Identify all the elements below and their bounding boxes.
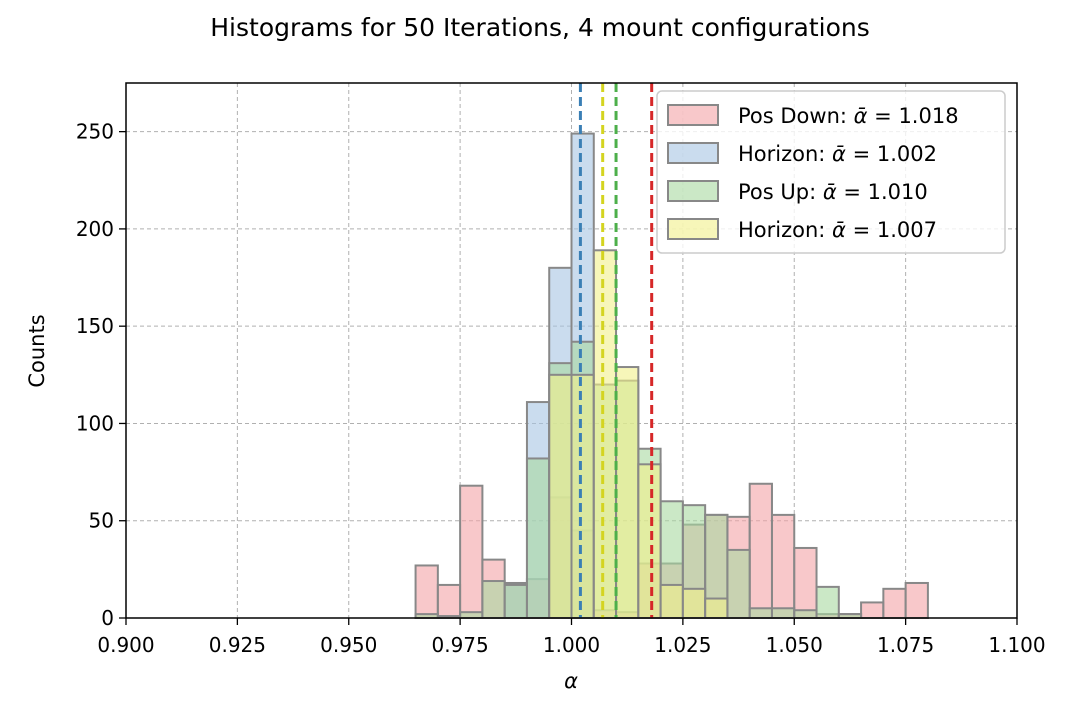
histogram-bar: [770, 607, 796, 619]
x-tick-label: 1.100: [988, 633, 1045, 657]
legend-value: 1.018: [898, 104, 958, 128]
histogram-bar: [815, 585, 840, 620]
legend-entry: Horizon: ᾱ = 1.007: [738, 218, 937, 242]
histogram-bar: [414, 564, 439, 619]
histogram-bar: [436, 583, 462, 619]
legend-prefix: Horizon:: [738, 142, 832, 166]
histogram-bar: [615, 366, 640, 620]
histogram-bar: [726, 548, 751, 620]
histogram-bar: [748, 607, 773, 619]
histogram-bar: [637, 463, 662, 619]
histogram-bar: [592, 249, 618, 620]
legend: Pos Down: ᾱ = 1.018 Horizon: ᾱ = 1.002 Pos…: [656, 90, 1006, 254]
legend-equals: =: [837, 180, 868, 204]
histogram-bar: [704, 597, 729, 620]
legend-swatch: [667, 104, 719, 126]
histogram-bar: [459, 484, 484, 619]
histogram-bar: [860, 601, 885, 619]
histogram-bar: [904, 581, 929, 619]
y-tick-label: 150: [76, 314, 114, 338]
x-tick-label: 0.950: [320, 633, 377, 657]
legend-prefix: Pos Up:: [738, 180, 823, 204]
legend-entry: Pos Up: ᾱ = 1.010: [738, 180, 928, 204]
legend-swatch: [667, 142, 719, 164]
legend-value: 1.007: [877, 218, 937, 242]
mean-lines: [578, 83, 654, 618]
y-tick-label: 250: [76, 120, 114, 144]
legend-swatch: [667, 180, 719, 202]
histogram-bar: [882, 587, 907, 619]
legend-alpha-bar: ᾱ: [854, 104, 868, 128]
y-tick-label: 50: [89, 509, 114, 533]
histogram-bar: [659, 583, 684, 619]
histogram-bar: [525, 457, 551, 619]
legend-prefix: Horizon:: [738, 218, 832, 242]
x-tick-label: 1.075: [877, 633, 934, 657]
legend-swatch: [667, 218, 719, 240]
histogram-bar: [481, 580, 506, 620]
y-axis-ticks: 0 50 100 150 200 250: [76, 120, 126, 630]
x-tick-label: 1.000: [543, 633, 600, 657]
x-tick-label: 0.925: [209, 633, 266, 657]
legend-value: 1.010: [868, 180, 928, 204]
histogram-bar: [548, 373, 573, 619]
histogram-bar: [459, 611, 484, 619]
histogram-bar: [793, 609, 818, 620]
legend-entry: Pos Down: ᾱ = 1.018: [738, 104, 959, 128]
histogram-bar: [570, 373, 595, 619]
legend-alpha-bar: ᾱ: [832, 142, 846, 166]
legend-entry: Horizon: ᾱ = 1.002: [738, 142, 937, 166]
legend-value: 1.002: [877, 142, 937, 166]
x-tick-label: 1.025: [654, 633, 711, 657]
x-axis-label: α: [564, 669, 578, 693]
y-tick-label: 200: [76, 217, 114, 241]
histogram-bar: [503, 583, 528, 619]
histogram-bar: [793, 546, 818, 619]
legend-alpha-bar: ᾱ: [832, 218, 846, 242]
legend-equals: =: [867, 104, 898, 128]
y-tick-label: 0: [101, 606, 114, 630]
x-tick-label: 0.975: [431, 633, 488, 657]
x-tick-label: 1.050: [766, 633, 823, 657]
histogram-bars: [414, 132, 929, 620]
y-axis-label: Counts: [25, 314, 49, 387]
legend-equals: =: [846, 218, 877, 242]
legend-alpha-bar: ᾱ: [823, 180, 837, 204]
legend-equals: =: [846, 142, 877, 166]
chart-title: Histograms for 50 Iterations, 4 mount co…: [210, 13, 870, 42]
legend-box: [656, 90, 1006, 254]
histogram-bar: [770, 513, 796, 620]
legend-prefix: Pos Down:: [738, 104, 854, 128]
x-tick-label: 0.900: [97, 633, 154, 657]
histogram-bar: [748, 482, 773, 619]
histogram-bar: [681, 587, 707, 619]
x-axis-ticks: 0.900 0.925 0.950 0.975 1.000 1.025 1.050 1.075…: [97, 618, 1046, 657]
y-tick-label: 100: [76, 411, 114, 435]
